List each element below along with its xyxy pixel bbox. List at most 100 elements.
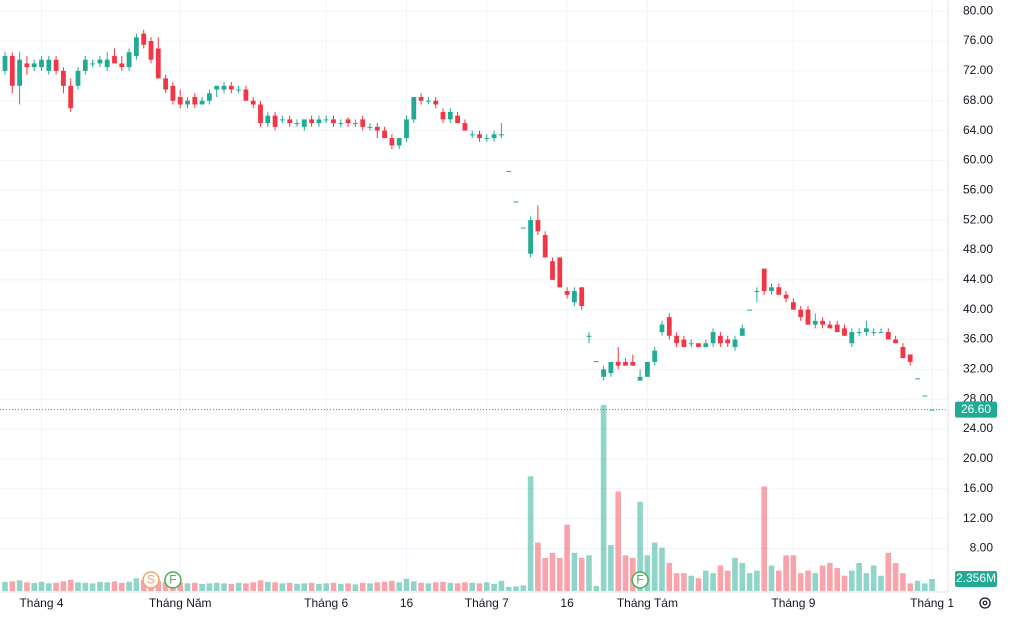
volume-bar xyxy=(922,583,928,591)
candle-body xyxy=(367,126,373,128)
event-marker[interactable] xyxy=(631,571,649,589)
volume-bar xyxy=(484,582,490,591)
volume-bar xyxy=(126,581,132,591)
candle-body xyxy=(688,343,694,345)
volume-bar xyxy=(345,583,351,591)
candle-body xyxy=(236,89,241,91)
candle-body xyxy=(674,335,679,344)
y-tick-label: 44.00 xyxy=(963,272,993,286)
volume-bar xyxy=(739,562,746,591)
volume-bar xyxy=(192,582,198,591)
candle-body xyxy=(732,339,738,347)
volume-bar xyxy=(250,582,256,591)
volume-bar xyxy=(578,557,585,591)
volume-bar xyxy=(403,578,410,591)
volume-bar xyxy=(703,570,709,591)
event-label: F xyxy=(169,573,176,587)
volume-bar xyxy=(140,579,147,591)
candle-body xyxy=(871,332,877,334)
candle-body xyxy=(185,100,190,105)
volume-bar xyxy=(119,582,125,591)
volume-bar xyxy=(608,545,614,591)
y-tick-label: 12.00 xyxy=(963,511,993,525)
volume-bar xyxy=(279,583,286,591)
candle-body xyxy=(396,138,402,146)
volume-bar xyxy=(60,581,67,591)
x-tick-label: Tháng 7 xyxy=(465,596,509,610)
volume-bar xyxy=(637,501,643,591)
candle-body xyxy=(323,119,329,121)
volume-bar xyxy=(133,578,140,591)
volume-bar xyxy=(75,582,81,591)
candle-body xyxy=(885,332,891,340)
y-tick-label: 56.00 xyxy=(963,182,993,196)
candle-body xyxy=(834,324,840,333)
volume-bar xyxy=(67,579,74,591)
candle-body xyxy=(564,291,570,295)
volume-bar xyxy=(89,583,96,591)
candle-body xyxy=(68,85,74,109)
volume-bar xyxy=(790,555,797,591)
candle-body xyxy=(90,63,95,65)
volume-bar xyxy=(440,581,446,591)
candle-body xyxy=(623,361,628,366)
candle-body xyxy=(842,328,847,336)
event-label: S xyxy=(147,573,155,587)
x-tick-label: Tháng 9 xyxy=(771,596,815,610)
candle-body xyxy=(462,123,468,131)
volume-bar xyxy=(834,568,840,591)
volume-bar xyxy=(914,580,921,591)
volume-bar xyxy=(593,585,600,591)
candle-body xyxy=(112,55,117,64)
volume-bar xyxy=(359,582,366,591)
event-marker[interactable] xyxy=(164,571,182,589)
x-tick-label: Tháng Tám xyxy=(617,596,678,610)
volume-bar xyxy=(265,581,271,591)
candle-body xyxy=(97,59,103,64)
candle-body xyxy=(484,138,490,140)
volume-bar xyxy=(746,573,753,591)
candle-body xyxy=(9,55,15,86)
y-tick-label: 16.00 xyxy=(963,481,993,495)
volume-bar xyxy=(177,582,183,591)
volume-bar xyxy=(863,573,870,591)
volume-bar xyxy=(425,583,432,591)
volume-bar xyxy=(374,582,381,591)
candle-body xyxy=(849,332,855,344)
candle-body xyxy=(141,33,147,45)
volume-bar xyxy=(819,565,826,591)
volume-bar xyxy=(644,555,651,591)
candle-body xyxy=(104,59,110,68)
y-tick-label: 52.00 xyxy=(963,212,993,226)
volume-bar xyxy=(768,565,775,591)
candle-body xyxy=(447,111,453,120)
settings-icon[interactable] xyxy=(979,597,991,609)
candle-body xyxy=(630,361,636,366)
candle-body xyxy=(535,220,541,232)
candle-body xyxy=(615,361,621,366)
candle-body xyxy=(864,328,869,333)
volume-bar xyxy=(681,573,687,591)
volume-bar xyxy=(199,583,205,591)
candle-body xyxy=(221,85,227,90)
candle-body xyxy=(513,201,519,203)
candle-body xyxy=(645,361,650,377)
volume-bar xyxy=(557,557,563,591)
candle-body xyxy=(331,119,336,124)
candle-body xyxy=(805,309,811,325)
candle-body xyxy=(550,261,555,280)
event-marker[interactable] xyxy=(142,571,160,589)
candle-body xyxy=(455,115,460,124)
volume-bar xyxy=(323,583,329,591)
volume-bar xyxy=(776,570,782,591)
candle-body xyxy=(754,291,760,293)
candle-body xyxy=(170,85,176,101)
volume-bar xyxy=(549,552,556,591)
candle-body xyxy=(477,134,482,139)
volume-bar xyxy=(432,582,439,591)
volume-bar xyxy=(527,476,534,591)
candle-body xyxy=(827,324,833,329)
candle-body xyxy=(360,119,366,127)
volume-bar xyxy=(294,583,300,591)
